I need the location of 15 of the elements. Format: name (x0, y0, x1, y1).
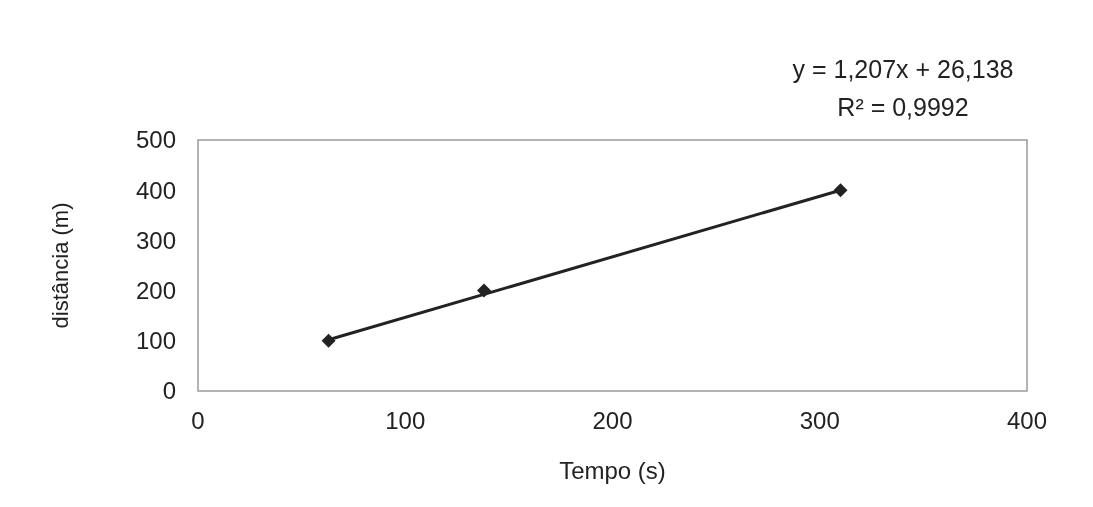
text: R² = 0,9992 (837, 93, 969, 121)
x-tick-label: 100 (385, 407, 426, 434)
y-tick-label: 300 (135, 226, 176, 254)
x-tick-label: 300 (799, 407, 840, 434)
x-tick-label: 400 (1006, 407, 1048, 434)
y-tick-label: 0 (162, 377, 176, 405)
x-tick-label: 200 (592, 407, 633, 434)
y-tick-label: 400 (135, 176, 176, 204)
y-tick-label: 500 (135, 126, 176, 154)
y-tick-label: 100 (135, 327, 176, 355)
x-axis-title: Tempo (s) (559, 457, 666, 484)
x-tick-label: 0 (191, 407, 205, 434)
text: y = 1,207x + 26,138 (792, 55, 1014, 83)
y-axis-title: distância (m) (48, 202, 73, 329)
y-tick-label: 200 (135, 277, 176, 304)
